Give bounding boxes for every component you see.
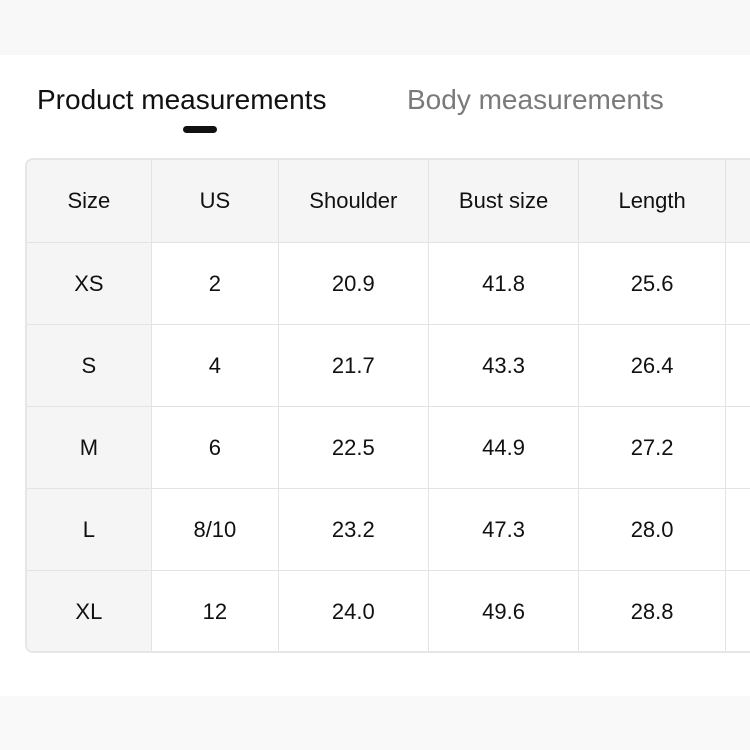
table-cell: 25.6 [578,242,726,325]
table-row: XS 2 20.9 41.8 25.6 [27,242,750,325]
table-cell: 28.0 [578,488,726,571]
table-row: XL 12 24.0 49.6 28.8 [27,570,750,651]
table-cell: 12 [151,570,279,651]
table-cell: 6 [151,406,279,489]
table-cell: 41.8 [428,242,580,325]
top-band [0,0,750,55]
table-cell: 8/10 [151,488,279,571]
table-cell: 23.2 [278,488,429,571]
table-cell: 24.0 [278,570,429,651]
table-header-row: Size US Shoulder Bust size Length [27,160,750,243]
table-cell: 49.6 [428,570,580,651]
table-cell: 21.7 [278,324,429,407]
bottom-band [0,696,750,750]
column-header: Length [578,160,726,243]
table-cell: 20.9 [278,242,429,325]
column-header: Bust size [428,160,580,243]
table-cell [725,406,750,489]
tab-body-measurements[interactable]: Body measurements [407,84,664,115]
size-cell: M [27,406,152,489]
table-cell [725,324,750,407]
size-cell: XS [27,242,152,325]
table-cell: 28.8 [578,570,726,651]
active-tab-indicator [183,126,217,133]
table-cell [725,488,750,571]
table-cell: 27.2 [578,406,726,489]
tab-product-measurements[interactable]: Product measurements [37,84,327,115]
table-cell [725,570,750,651]
size-cell: S [27,324,152,407]
size-table: Size US Shoulder Bust size Length XS 2 20.9 41.… [25,158,750,653]
size-cell: L [27,488,152,571]
column-header: US [151,160,279,243]
table-cell: 22.5 [278,406,429,489]
table-row: L 8/10 23.2 47.3 28.0 [27,488,750,571]
table-cell: 2 [151,242,279,325]
table-cell: 44.9 [428,406,580,489]
column-header [725,160,750,243]
table-cell: 26.4 [578,324,726,407]
size-cell: XL [27,570,152,651]
table-row: M 6 22.5 44.9 27.2 [27,406,750,489]
table-cell: 43.3 [428,324,580,407]
table-cell [725,242,750,325]
table-cell: 47.3 [428,488,580,571]
column-header: Size [27,160,152,243]
table-cell: 4 [151,324,279,407]
column-header: Shoulder [278,160,429,243]
table-row: S 4 21.7 43.3 26.4 [27,324,750,407]
